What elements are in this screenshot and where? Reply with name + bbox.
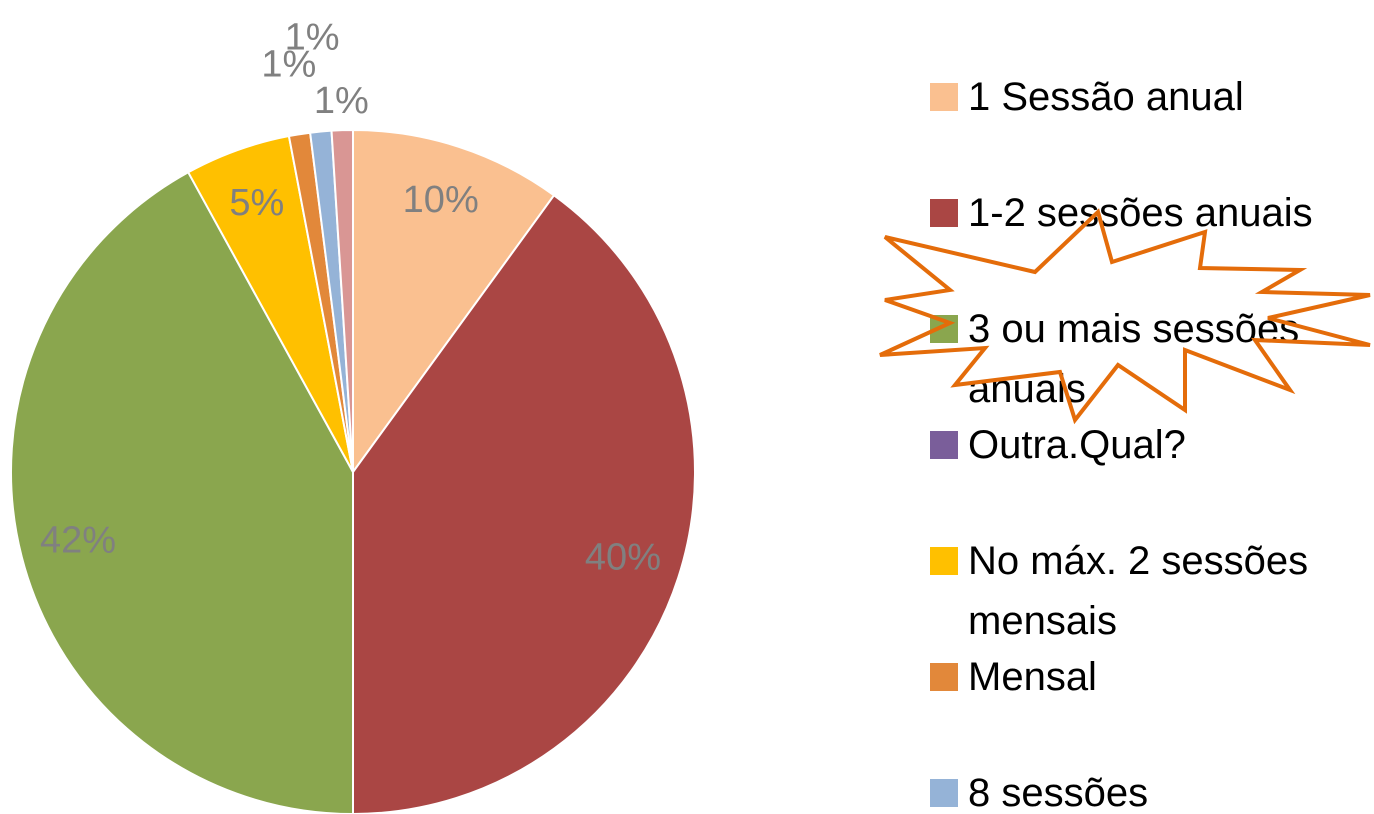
legend-label: No máx. 2 sessões mensais	[968, 539, 1309, 643]
legend-label: 3 ou mais sessões anuais	[968, 307, 1300, 411]
pie-slice	[10, 170, 354, 814]
pie-slice	[352, 128, 556, 476]
legend-swatch	[930, 779, 958, 807]
value-label: 1%	[314, 80, 369, 122]
legend-swatch	[930, 315, 958, 343]
legend-swatch	[930, 663, 958, 691]
value-label: 5%	[229, 182, 284, 224]
value-label: 1%	[285, 17, 340, 59]
value-label: 42%	[40, 520, 116, 562]
pie-slice	[330, 128, 354, 473]
legend-label: 1 Sessão anual	[968, 75, 1244, 119]
legend-label: Outra.Qual?	[968, 423, 1186, 467]
legend-swatch	[930, 547, 958, 575]
legend-label: Mensal	[968, 655, 1097, 699]
legend-swatch	[930, 83, 958, 111]
value-label: 10%	[403, 179, 479, 221]
legend-swatch	[930, 431, 958, 459]
pie-slice	[352, 193, 697, 814]
value-label: 40%	[585, 537, 661, 579]
value-label: 1%	[261, 44, 316, 86]
legend-swatch	[930, 199, 958, 227]
legend-label: 1-2 sessões anuais	[968, 191, 1313, 235]
legend-label: 8 sessões	[968, 771, 1149, 814]
